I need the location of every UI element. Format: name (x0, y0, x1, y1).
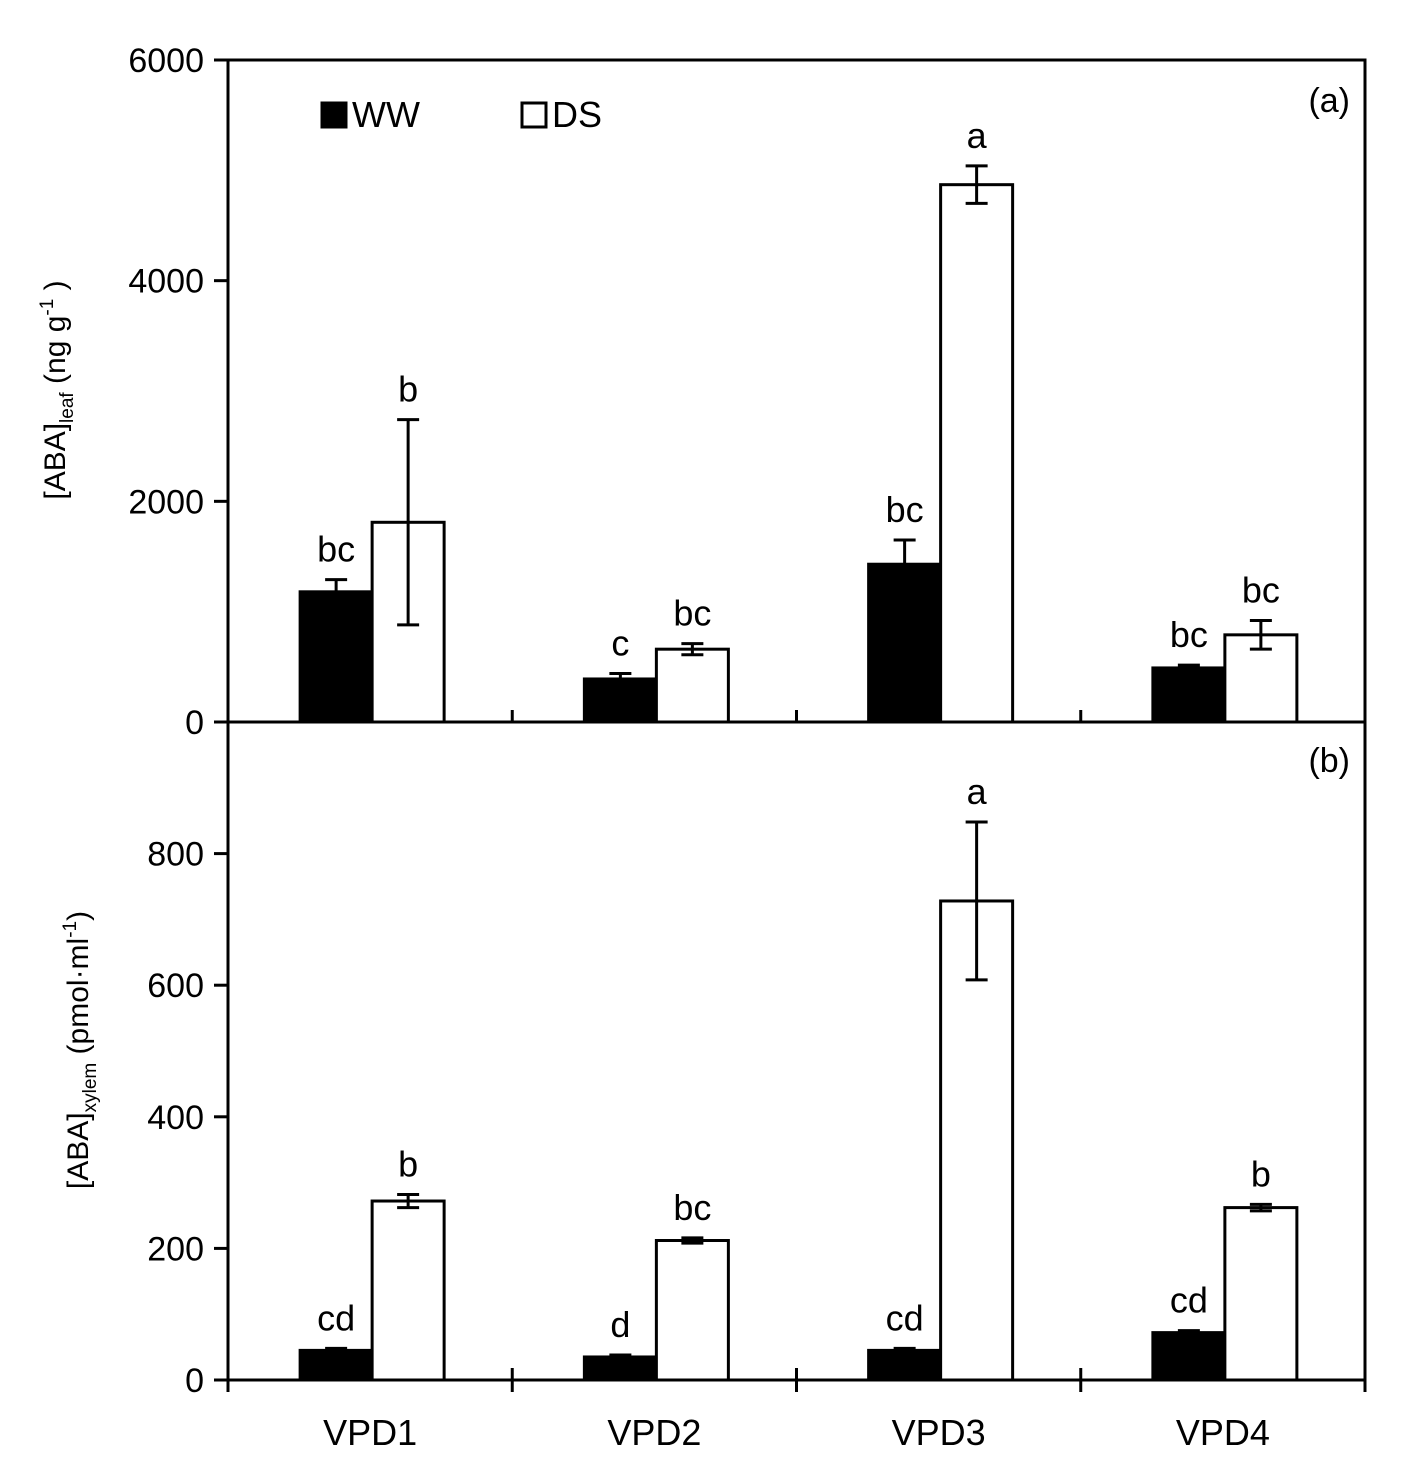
x-category-label: VPD1 (323, 1412, 417, 1453)
significance-letter: b (1251, 1153, 1271, 1194)
y-axis-title: [ABA]leaf (ng g-1 ) (37, 280, 78, 499)
bar-ww (298, 1348, 374, 1382)
significance-letter: c (611, 622, 629, 663)
legend: WW DS (320, 94, 602, 135)
significance-letter: bc (673, 593, 711, 634)
significance-letter: bc (1170, 614, 1208, 655)
y-tick-label: 800 (147, 836, 204, 874)
y-axis-title: [ABA]xylem (pmol·ml-1) (60, 911, 101, 1189)
x-category-label: VPD4 (1176, 1412, 1270, 1453)
significance-letter: bc (1242, 569, 1280, 610)
y-tick-label: 600 (147, 967, 204, 1005)
significance-letter: a (967, 115, 988, 156)
legend-label-ww: WW (352, 94, 420, 135)
panel-label: (b) (1308, 742, 1350, 780)
legend-label-ds: DS (552, 94, 602, 135)
bar-ww (1151, 1331, 1227, 1382)
significance-letter: b (398, 369, 418, 410)
bar-ds (654, 1239, 730, 1382)
significance-letter: bc (673, 1187, 711, 1228)
significance-letter: bc (317, 529, 355, 570)
x-category-label: VPD2 (607, 1412, 701, 1453)
bar-ds (370, 1199, 446, 1382)
significance-letter: d (610, 1304, 630, 1345)
bar-ww (867, 1348, 943, 1382)
y-tick-label: 2000 (128, 483, 204, 521)
significance-letter: b (398, 1143, 418, 1184)
y-tick-label: 0 (185, 1362, 204, 1400)
y-tick-label: 6000 (128, 42, 204, 80)
significance-letter: bc (886, 489, 924, 530)
bar-ww (1151, 666, 1227, 724)
legend-swatch-ds (520, 101, 548, 129)
panel-label: (a) (1308, 82, 1350, 120)
significance-letter: a (967, 771, 988, 812)
y-tick-label: 4000 (128, 263, 204, 301)
bar-ds (654, 647, 730, 724)
legend-swatch-ww (320, 101, 348, 129)
y-tick-label: 400 (147, 1099, 204, 1137)
bar-ds (939, 183, 1015, 724)
bar-ww (298, 590, 374, 724)
significance-letter: cd (1170, 1280, 1208, 1321)
significance-letter: cd (886, 1297, 924, 1338)
panel-b: 0 200 400 600 800 cd b VPD1 d bc VPD2 cd a VPD3 cd b VPD… (60, 720, 1367, 1453)
y-tick-label: 200 (147, 1230, 204, 1268)
x-category-label: VPD3 (892, 1412, 986, 1453)
significance-letter: cd (317, 1297, 355, 1338)
bar-ds (1223, 1206, 1299, 1382)
y-tick-label: 0 (185, 704, 204, 742)
